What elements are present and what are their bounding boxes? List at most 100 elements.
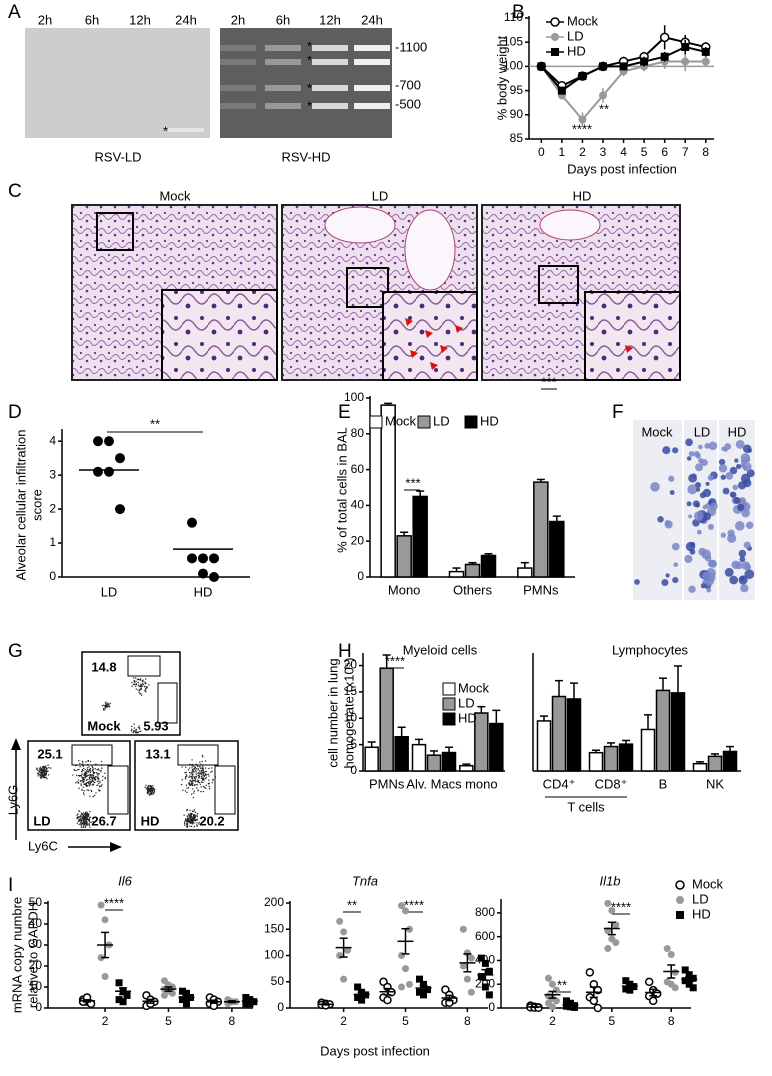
flow-event [186, 825, 189, 827]
flow-event [195, 768, 198, 770]
flow-event [91, 774, 93, 776]
y-tick-label: 105 [503, 34, 523, 48]
flow-event [82, 762, 84, 764]
point [566, 999, 574, 1007]
significance: **** [104, 895, 124, 910]
flow-event [146, 786, 148, 789]
flow-event [193, 779, 196, 782]
flow-event [185, 771, 188, 774]
flow-event [197, 789, 199, 792]
gel-band [354, 85, 390, 91]
cell [702, 505, 708, 510]
flow-event [196, 816, 198, 818]
point [589, 996, 599, 1006]
flow-event [190, 814, 192, 816]
image-title: HD [728, 424, 747, 439]
flow-event [199, 783, 202, 785]
point [242, 994, 250, 1001]
flow-event [98, 773, 100, 775]
flow-event [138, 728, 141, 730]
cell [742, 462, 752, 472]
lane-label: 6h [85, 12, 99, 27]
flow-event [101, 705, 103, 707]
flow-event [193, 790, 195, 792]
cell [669, 490, 675, 495]
flow-event [139, 688, 141, 690]
flow-event [197, 781, 199, 783]
flow-event [86, 811, 88, 814]
significance: **** [385, 653, 405, 668]
significance: *** [541, 374, 556, 389]
point [689, 974, 697, 982]
flow-event [80, 825, 83, 827]
point [115, 504, 125, 515]
cell [734, 521, 745, 531]
flow-event [86, 818, 88, 820]
point [671, 984, 679, 992]
flow-event [95, 792, 97, 794]
flow-event [80, 783, 82, 785]
gate-value: 14.8 [91, 659, 116, 674]
flow-event [202, 756, 204, 758]
cells [634, 438, 755, 593]
flow-event [83, 815, 86, 817]
flow-event [131, 685, 133, 688]
y-tick-label: 110 [504, 10, 523, 24]
flow-event [190, 780, 193, 783]
cell [650, 482, 660, 492]
flow-event [146, 791, 149, 794]
zoom-box [346, 267, 389, 308]
flow-event [186, 787, 188, 789]
flow-event [189, 775, 191, 777]
flow-event [189, 825, 191, 827]
flow-event [97, 784, 99, 786]
x-tick-label: 8 [229, 1014, 236, 1028]
flow-event [191, 773, 194, 775]
flow-event [145, 788, 148, 790]
flow-event [92, 768, 94, 771]
flow-event [88, 777, 91, 780]
point [689, 984, 697, 992]
flow-event [39, 771, 42, 774]
cell [689, 549, 696, 555]
flow-event [87, 823, 89, 825]
point [198, 568, 208, 579]
flow-event [181, 779, 183, 781]
point [424, 986, 431, 994]
panel-letter: A [8, 2, 21, 23]
flow-event [83, 780, 85, 782]
cell [684, 554, 693, 564]
y-axis-label: % of total cells in BAL [334, 427, 349, 553]
flow-event [142, 679, 144, 681]
flow-event [188, 813, 190, 816]
flow-event [103, 704, 105, 706]
flow-event [38, 768, 41, 770]
flow-event [196, 765, 199, 768]
flow-event [200, 786, 202, 788]
flow-event [80, 826, 83, 829]
flow-event [79, 822, 82, 824]
flow-event [208, 767, 210, 770]
gel-band [265, 45, 301, 51]
flow-event [83, 813, 85, 816]
flow-event [89, 826, 91, 829]
flow-event [82, 814, 84, 816]
point [101, 916, 109, 924]
legend-label: LD [567, 28, 584, 43]
cell [738, 575, 748, 585]
flow-event [191, 810, 194, 812]
flow-event [98, 782, 100, 785]
histology: Mock LD HD [71, 188, 681, 381]
cell [696, 487, 701, 492]
flow-event [196, 814, 198, 816]
flow-event [104, 708, 106, 710]
flow-event [144, 681, 146, 683]
flow-event [86, 815, 88, 818]
point [681, 977, 689, 985]
point [467, 988, 475, 996]
size-marker: -700 [395, 77, 421, 92]
flow-event [210, 771, 212, 773]
image-title: LD [694, 424, 711, 439]
point [459, 925, 467, 933]
flow-event [80, 812, 83, 814]
